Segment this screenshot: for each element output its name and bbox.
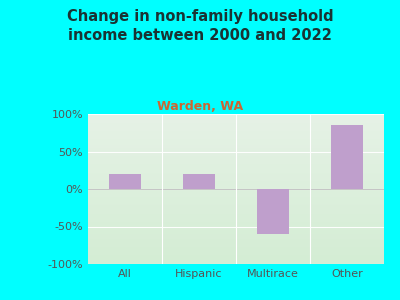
Bar — [184, 174, 214, 189]
Bar — [258, 189, 288, 234]
Bar — [332, 125, 362, 189]
Text: Change in non-family household
income between 2000 and 2022: Change in non-family household income be… — [67, 9, 333, 43]
Bar — [110, 174, 140, 189]
Text: Warden, WA: Warden, WA — [157, 100, 243, 113]
